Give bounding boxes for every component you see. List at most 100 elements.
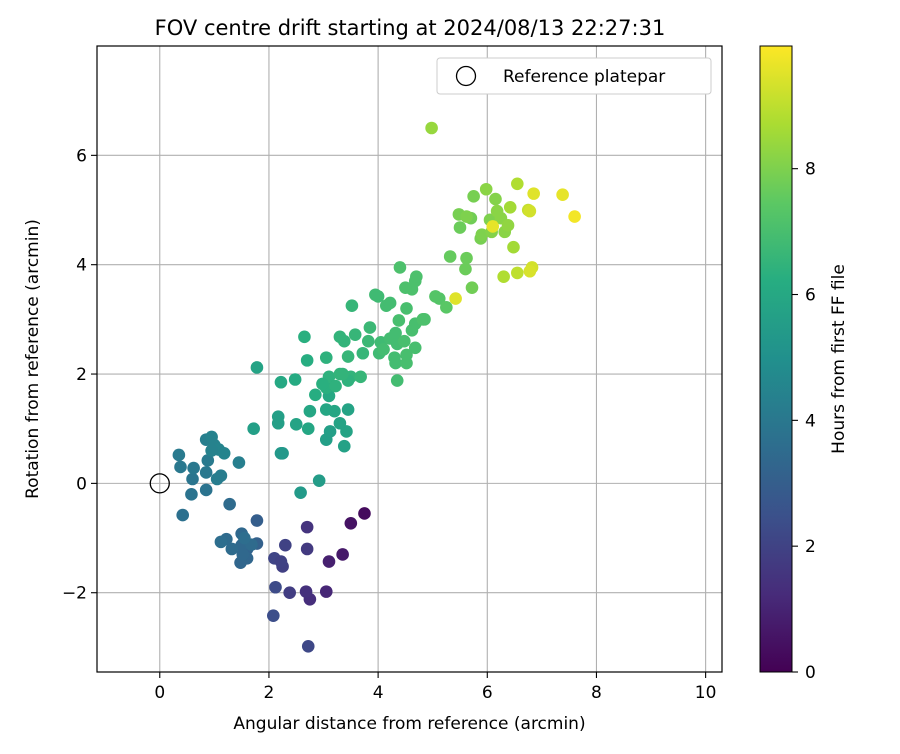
scatter-point <box>503 200 517 214</box>
scatter-point <box>319 403 333 416</box>
colorbar-tick-label: 8 <box>805 160 816 180</box>
scatter-point <box>299 585 313 598</box>
scatter-point <box>489 192 502 206</box>
scatter-point <box>217 447 231 460</box>
reference-platepar-marker <box>149 473 170 494</box>
scatter-point <box>279 538 292 552</box>
scatter-point <box>399 281 412 294</box>
legend-reference-marker <box>455 65 477 87</box>
scatter-point <box>205 444 218 457</box>
scatter-point <box>298 330 311 344</box>
scatter-point <box>247 422 260 436</box>
scatter-point <box>303 404 317 418</box>
x-tick-label: 10 <box>695 683 717 703</box>
colorbar-label: Hours from first FF file <box>829 264 849 454</box>
scatter-point <box>453 221 467 234</box>
scatter-point <box>336 367 349 381</box>
scatter-point <box>238 531 251 545</box>
x-axis-label: Angular distance from reference (arcmin) <box>233 714 585 734</box>
scatter-point <box>479 182 493 196</box>
y-axis: −2 0 2 4 6 <box>62 146 97 604</box>
scatter-point <box>236 548 250 561</box>
scatter-point <box>333 416 347 430</box>
scatter-point <box>511 266 524 280</box>
scatter-point <box>449 292 462 305</box>
legend-box <box>436 57 712 95</box>
scatter-point <box>225 542 239 556</box>
scatter-point <box>497 270 510 284</box>
scatter-point <box>459 262 472 276</box>
scatter-point <box>250 361 264 374</box>
scatter-point <box>316 377 329 391</box>
x-tick-label: 6 <box>482 683 493 703</box>
scatter-point <box>274 375 288 389</box>
scatter-point <box>418 313 431 326</box>
scatter-point <box>319 585 333 598</box>
scatter-point <box>274 555 288 568</box>
scatter-point <box>341 350 355 363</box>
scatter-point <box>201 454 215 467</box>
scatter-point <box>214 535 228 549</box>
scatter-point <box>319 351 333 364</box>
scatter-point <box>460 251 473 265</box>
scatter-point <box>199 483 213 497</box>
scatter-point <box>475 228 489 241</box>
scatter-point <box>172 448 186 462</box>
scatter-point <box>398 334 411 348</box>
scatter-point <box>568 210 581 223</box>
x-tick-label: 4 <box>373 683 384 703</box>
colorbar-ticks: 0 2 4 6 8 <box>792 160 816 683</box>
scatter-point <box>527 187 540 200</box>
scatter-point <box>323 425 337 438</box>
scatter-points <box>172 121 581 653</box>
scatter-point <box>410 270 423 284</box>
scatter-point <box>288 373 302 386</box>
scatter-point <box>309 388 322 402</box>
scatter-point <box>186 472 199 486</box>
scatter-point <box>301 422 315 436</box>
scatter-point <box>361 334 375 348</box>
scatter-point <box>199 466 213 479</box>
scatter-point <box>389 326 402 340</box>
scatter-point <box>336 548 349 561</box>
scatter-point <box>356 346 370 360</box>
plot-frame <box>96 45 723 673</box>
scatter-point <box>176 508 189 522</box>
scatter-point <box>348 328 362 341</box>
scatter-point <box>432 292 446 305</box>
scatter-point <box>354 370 367 384</box>
scatter-point <box>511 177 524 191</box>
scatter-point <box>300 542 314 556</box>
scatter-point <box>329 379 342 393</box>
y-tick-label: 6 <box>76 146 87 166</box>
scatter-point <box>443 250 457 263</box>
scatter-point <box>363 321 377 334</box>
scatter-point <box>174 460 187 474</box>
scatter-point <box>283 586 296 600</box>
scatter-point <box>300 354 314 367</box>
scatter-point <box>341 403 355 416</box>
y-tick-label: 4 <box>76 256 87 276</box>
scatter-point <box>400 356 413 370</box>
x-tick-label: 2 <box>264 683 275 703</box>
scatter-point <box>392 314 406 327</box>
scatter-point <box>556 188 569 202</box>
colorbar-tick-label: 4 <box>805 411 816 431</box>
legend: Reference platepar <box>436 57 712 95</box>
scatter-point <box>390 374 404 387</box>
scatter-point <box>344 516 358 530</box>
scatter-point <box>289 418 303 431</box>
scatter-point <box>440 301 453 314</box>
colorbar-gradient <box>759 45 793 673</box>
scatter-point <box>269 580 282 594</box>
colorbar-tick-label: 6 <box>805 286 816 306</box>
legend-entry-reference-platepar: Reference platepar <box>503 67 665 87</box>
scatter-point <box>345 299 359 312</box>
scatter-point <box>333 330 347 344</box>
scatter-point <box>389 356 402 370</box>
scatter-point <box>371 290 385 303</box>
y-tick-label: 0 <box>76 474 87 494</box>
